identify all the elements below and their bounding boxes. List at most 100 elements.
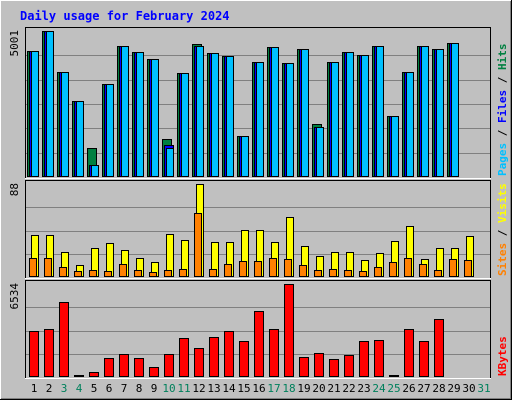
bar-kbytes-day-18: [284, 284, 294, 377]
legend-top-part-1: /: [496, 123, 509, 143]
x-axis-day-labels: 1 2 3 4 5 6 7 8 9 10 11 12 13 14 15 16 17 18 19 20 21 22 23 24 2…: [31, 382, 491, 395]
chart-legends: Pages / Files / Hits Sites / Visits KBytes: [496, 44, 509, 377]
bar-kbytes-day-1: [29, 331, 39, 377]
bar-kbytes-day-5: [89, 372, 99, 377]
bar-sites-day-3: [59, 267, 67, 277]
x-tick-label-day-5: 5: [91, 382, 98, 395]
x-tick-label-day-2: 2: [46, 382, 53, 395]
bar-kbytes-day-14: [224, 331, 234, 377]
bar-kbytes-day-13: [209, 337, 219, 377]
panel-hits-files-pages: 5001: [8, 27, 491, 179]
bar-pages-day-28: [436, 49, 444, 177]
x-tick-label-day-4: 4: [76, 382, 83, 395]
bar-kbytes-day-12: [194, 348, 204, 377]
legend-middle-part-1: /: [496, 223, 509, 243]
x-tick-label-day-6: 6: [106, 382, 113, 395]
bar-pages-day-18: [286, 63, 294, 177]
bar-pages-day-2: [46, 31, 54, 177]
bar-sites-day-2: [44, 258, 52, 277]
panel-kbytes: 6534: [8, 280, 491, 379]
bar-pages-day-19: [301, 49, 309, 177]
panel-max-label: 88: [8, 183, 21, 196]
x-tick-label-day-15: 15: [237, 382, 250, 395]
bar-pages-day-10: [166, 148, 174, 177]
bar-kbytes-day-2: [44, 329, 54, 377]
bar-sites-day-4: [74, 271, 82, 277]
x-tick-label-day-22: 22: [342, 382, 355, 395]
legend-top-part-3: /: [496, 70, 509, 90]
bar-pages-day-12: [196, 46, 204, 177]
bar-pages-day-27: [421, 46, 429, 177]
bar-pages-day-22: [346, 52, 354, 177]
bar-kbytes-day-28: [434, 319, 444, 377]
bar-sites-day-8: [134, 270, 142, 277]
bar-sites-day-6: [104, 271, 112, 277]
x-tick-label-day-25: 25: [387, 382, 400, 395]
bar-sites-day-22: [344, 270, 352, 277]
bar-pages-day-8: [136, 52, 144, 177]
legend-middle: Sites / Visits: [496, 183, 509, 276]
x-tick-label-day-20: 20: [312, 382, 325, 395]
bar-sites-day-25: [389, 262, 397, 277]
bar-sites-day-12: [194, 213, 202, 277]
panel-max-label: 5001: [8, 30, 21, 57]
x-tick-label-day-30: 30: [462, 382, 475, 395]
bar-sites-day-17: [269, 258, 277, 277]
bar-sites-day-9: [149, 272, 157, 277]
x-tick-label-day-21: 21: [327, 382, 340, 395]
bar-sites-day-14: [224, 264, 232, 277]
bar-kbytes-day-22: [344, 355, 354, 377]
bar-kbytes-day-21: [329, 359, 339, 377]
bar-kbytes-day-16: [254, 311, 264, 377]
bar-sites-day-24: [374, 267, 382, 277]
panel-visits-sites: 88: [8, 180, 491, 279]
bar-kbytes-day-7: [119, 354, 129, 377]
bar-pages-day-5: [91, 165, 99, 177]
bar-sites-day-13: [209, 269, 217, 277]
bar-kbytes-day-26: [404, 329, 414, 377]
x-tick-label-day-13: 13: [207, 382, 220, 395]
bar-sites-day-20: [314, 270, 322, 277]
bar-sites-day-30: [464, 260, 472, 277]
legend-middle-part-0: Sites: [496, 243, 509, 276]
bar-pages-day-26: [406, 72, 414, 177]
bar-kbytes-day-11: [179, 338, 189, 377]
bar-sites-day-29: [449, 259, 457, 277]
x-tick-label-day-26: 26: [402, 382, 415, 395]
bar-kbytes-day-3: [59, 302, 69, 377]
bar-pages-day-15: [241, 136, 249, 177]
bar-sites-day-28: [434, 270, 442, 277]
x-tick-label-day-17: 17: [267, 382, 280, 395]
legend-bottom-part-0: KBytes: [496, 336, 509, 376]
bar-pages-day-14: [226, 56, 234, 177]
bar-kbytes-day-19: [299, 357, 309, 377]
bar-kbytes-day-27: [419, 341, 429, 377]
bar-kbytes-day-20: [314, 353, 324, 377]
x-tick-label-day-3: 3: [61, 382, 68, 395]
bar-kbytes-day-24: [374, 340, 384, 377]
bar-pages-day-7: [121, 46, 129, 177]
panel-max-label: 6534: [8, 283, 21, 310]
bar-pages-day-9: [151, 59, 159, 177]
bar-pages-day-17: [271, 47, 279, 177]
bar-pages-day-24: [376, 46, 384, 177]
x-tick-label-day-24: 24: [372, 382, 386, 395]
bar-kbytes-day-8: [134, 358, 144, 377]
legend-top-part-2: Files: [496, 90, 509, 123]
bar-sites-day-18: [284, 259, 292, 277]
bar-kbytes-day-6: [104, 358, 114, 377]
bar-sites-day-23: [359, 271, 367, 277]
x-tick-label-day-29: 29: [447, 382, 460, 395]
legend-top-part-4: Hits: [496, 44, 509, 71]
bar-pages-day-4: [76, 101, 84, 177]
bar-pages-day-13: [211, 53, 219, 177]
bar-sites-day-26: [404, 258, 412, 277]
bar-pages-day-23: [361, 55, 369, 177]
bar-sites-day-21: [329, 269, 337, 277]
bar-pages-day-25: [391, 116, 399, 177]
x-tick-label-day-14: 14: [222, 382, 236, 395]
x-tick-label-day-28: 28: [432, 382, 445, 395]
bar-kbytes-day-10: [164, 354, 174, 377]
x-tick-label-day-10: 10: [162, 382, 175, 395]
